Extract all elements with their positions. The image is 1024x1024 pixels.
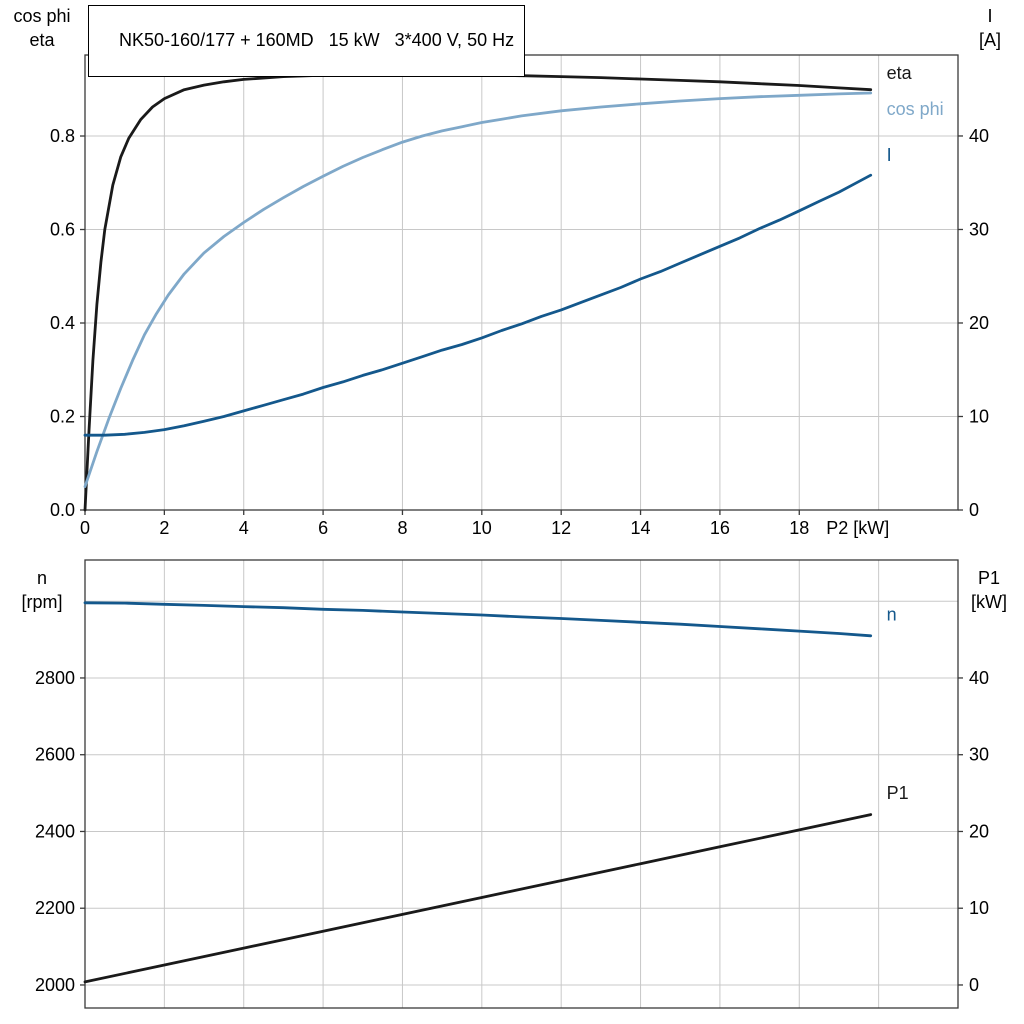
curve-label-speed: n xyxy=(887,604,897,624)
right-tick-label: 30 xyxy=(969,745,989,765)
left-tick-label: 0.0 xyxy=(50,500,75,520)
bottom-chart-left-axis-title: n [rpm] xyxy=(6,566,78,614)
x-tick-label: 12 xyxy=(551,518,571,538)
left-tick-label: 0.8 xyxy=(50,126,75,146)
left-tick-label: 2400 xyxy=(35,821,75,841)
x-tick-label: 0 xyxy=(80,518,90,538)
top-chart-left-axis-title: cos phi eta xyxy=(6,4,78,52)
x-tick-label: 16 xyxy=(710,518,730,538)
x-axis-label: P2 [kW] xyxy=(826,518,889,538)
bottom-chart-right-axis-title: P1 [kW] xyxy=(958,566,1020,614)
x-tick-label: 10 xyxy=(472,518,492,538)
plot-frame xyxy=(84,559,959,1009)
chart-title-box: NK50-160/177 + 160MD 15 kW 3*400 V, 50 H… xyxy=(88,5,526,77)
x-tick-label: 8 xyxy=(397,518,407,538)
curve-eta xyxy=(83,72,873,512)
x-tick-label: 14 xyxy=(631,518,651,538)
curve-cos-phi xyxy=(83,91,873,488)
x-tick-label: 4 xyxy=(239,518,249,538)
left-tick-label: 2800 xyxy=(35,668,75,688)
chart-title: NK50-160/177 + 160MD 15 kW 3*400 V, 50 H… xyxy=(119,30,515,50)
right-tick-label: 20 xyxy=(969,821,989,841)
top-chart-right-axis-title: I [A] xyxy=(962,4,1018,52)
curve-label-eta: eta xyxy=(887,63,913,83)
axis-title-line: P1 xyxy=(977,568,1001,588)
x-tick-label: 6 xyxy=(318,518,328,538)
curve-label-current: I xyxy=(887,145,892,165)
left-tick-label: 0.6 xyxy=(50,220,75,240)
curve-label-input-power: P1 xyxy=(887,783,909,803)
right-tick-label: 30 xyxy=(969,219,989,239)
axis-title-line: n xyxy=(36,568,47,588)
chart-motor-electrical-curves: 0 2 4 6 8 10 12 14 16 18 P2 [kW] 0.0 0.2 0.4 0.6 0.8 0 10… xyxy=(50,54,989,538)
left-tick-label: 0.4 xyxy=(50,313,75,333)
curve-input-power xyxy=(83,813,873,984)
left-tick-label: 2000 xyxy=(35,975,75,995)
axis-title-line: [kW] xyxy=(971,592,1007,612)
plot-frame xyxy=(84,54,959,511)
left-tick-label: 2200 xyxy=(35,898,75,918)
curve-current xyxy=(83,173,873,437)
left-tick-label: 2600 xyxy=(35,745,75,765)
right-tick-label: 10 xyxy=(969,406,989,426)
curve-speed xyxy=(83,601,873,638)
right-tick-label: 40 xyxy=(969,126,989,146)
x-tick-label: 2 xyxy=(159,518,169,538)
left-tick-label: 0.2 xyxy=(50,407,75,427)
curve-label-cos-phi: cos phi xyxy=(887,99,944,119)
right-tick-label: 10 xyxy=(969,898,989,918)
axis-title-line: eta xyxy=(29,30,55,50)
axis-title-line: [rpm] xyxy=(21,592,63,612)
right-tick-label: 0 xyxy=(969,975,979,995)
axis-title-line: cos phi xyxy=(13,6,71,26)
x-tick-label: 18 xyxy=(789,518,809,538)
right-tick-label: 20 xyxy=(969,313,989,333)
right-tick-label: 0 xyxy=(969,500,979,520)
right-tick-label: 40 xyxy=(969,668,989,688)
axis-title-line: [A] xyxy=(978,30,1001,50)
axis-title-line: I xyxy=(987,6,993,26)
chart-speed-and-input-power-curves: 2000 2200 2400 2600 2800 0 10 20 30 40 n P1 xyxy=(35,559,989,1009)
